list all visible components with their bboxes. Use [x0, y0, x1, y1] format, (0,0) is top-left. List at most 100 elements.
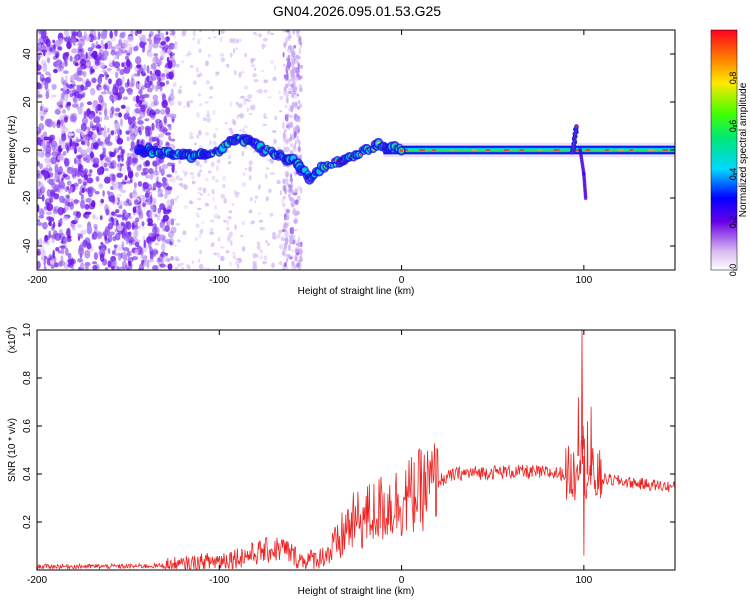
noise-speck	[37, 260, 41, 270]
noise-speck	[220, 30, 225, 35]
noise-speck	[161, 128, 169, 132]
noise-speck	[288, 137, 293, 142]
noise-speck	[125, 220, 132, 230]
noise-speck	[135, 217, 140, 223]
noise-speck	[98, 86, 103, 91]
noise-speck	[152, 160, 157, 167]
noise-speck	[59, 232, 66, 242]
noise-speck	[165, 63, 168, 67]
spectrogram-xtick-label: -200	[27, 275, 47, 286]
noise-speck	[92, 216, 100, 221]
noise-speck	[116, 244, 124, 252]
noise-speck	[182, 106, 187, 109]
noise-speck	[297, 100, 301, 104]
noise-speck	[143, 167, 149, 175]
noise-speck	[205, 178, 209, 181]
noise-speck	[98, 31, 101, 40]
noise-speck	[151, 122, 155, 131]
noise-speck	[58, 37, 64, 45]
noise-speck	[170, 138, 176, 142]
noise-speck	[102, 232, 106, 237]
noise-speck	[268, 188, 272, 194]
noise-speck	[177, 100, 182, 106]
spectrogram-xtick-label: 0	[399, 275, 405, 286]
noise-speck	[84, 203, 90, 210]
noise-speck	[58, 261, 63, 268]
noise-speck	[95, 105, 99, 114]
noise-speck	[214, 205, 218, 210]
noise-speck	[118, 86, 125, 95]
noise-speck	[123, 61, 127, 70]
spike-blob-core	[575, 125, 578, 128]
noise-speck	[265, 167, 270, 170]
noise-speck	[162, 214, 170, 222]
noise-speck	[66, 227, 71, 237]
spectrogram-ytick-label: 0	[22, 147, 33, 153]
noise-speck	[75, 154, 83, 159]
noise-speck	[132, 206, 137, 214]
noise-speck	[205, 80, 211, 85]
spectrogram-ridge	[133, 124, 675, 201]
noise-speck	[125, 214, 130, 219]
noise-speck	[66, 186, 70, 190]
ridge-peak	[537, 149, 542, 151]
noise-speck	[78, 38, 85, 47]
noise-speck	[218, 237, 221, 242]
noise-speck	[278, 110, 283, 113]
noise-speck	[206, 267, 211, 270]
noise-speck	[287, 93, 291, 96]
noise-speck	[37, 94, 43, 99]
noise-speck	[69, 186, 73, 193]
noise-speck	[178, 177, 183, 181]
noise-speck	[209, 231, 214, 235]
noise-speck	[111, 250, 116, 255]
noise-speck	[254, 32, 258, 37]
noise-speck	[212, 30, 215, 33]
noise-speck	[268, 158, 273, 162]
noise-speck	[39, 185, 46, 194]
noise-speck	[41, 49, 48, 53]
noise-speck	[236, 115, 239, 120]
noise-speck	[288, 256, 293, 260]
noise-speck	[285, 104, 288, 109]
noise-speck	[250, 57, 255, 64]
noise-speck	[93, 252, 99, 260]
noise-speck	[116, 265, 120, 270]
noise-speck	[298, 139, 301, 146]
colorbar-tick-label: 0.0	[728, 264, 738, 277]
noise-speck	[126, 198, 130, 204]
noise-speck	[159, 263, 166, 268]
noise-speck	[229, 261, 232, 267]
colorbar-tick-label: 0.6	[728, 120, 738, 133]
noise-speck	[242, 130, 248, 135]
noise-speck	[56, 50, 60, 60]
noise-speck	[248, 160, 253, 166]
noise-speck	[289, 177, 294, 183]
noise-speck	[227, 237, 231, 243]
noise-speck	[38, 208, 45, 217]
noise-speck	[154, 173, 160, 182]
snr-panel: -200 -100 0 100 0.2 0.4 0.6 0.8 1.0 Height of st…	[6, 323, 676, 597]
noise-speck	[186, 100, 190, 107]
noise-speck	[108, 78, 112, 85]
noise-speck	[282, 51, 285, 58]
noise-speck	[147, 218, 153, 225]
noise-speck	[276, 179, 281, 185]
noise-speck	[45, 88, 50, 92]
noise-speck	[285, 96, 289, 104]
noise-speck	[287, 54, 290, 62]
noise-speck	[63, 203, 69, 212]
noise-speck	[37, 219, 41, 223]
noise-speck	[236, 38, 240, 44]
noise-speck	[130, 74, 134, 83]
noise-speck	[159, 203, 165, 210]
noise-speck	[151, 112, 157, 116]
noise-speck	[292, 192, 298, 196]
noise-speck	[247, 99, 252, 102]
noise-speck	[246, 107, 249, 113]
noise-speck	[50, 264, 55, 269]
noise-speck	[225, 63, 230, 67]
noise-speck	[81, 129, 84, 138]
noise-speck	[51, 213, 56, 219]
noise-speck	[152, 249, 159, 255]
